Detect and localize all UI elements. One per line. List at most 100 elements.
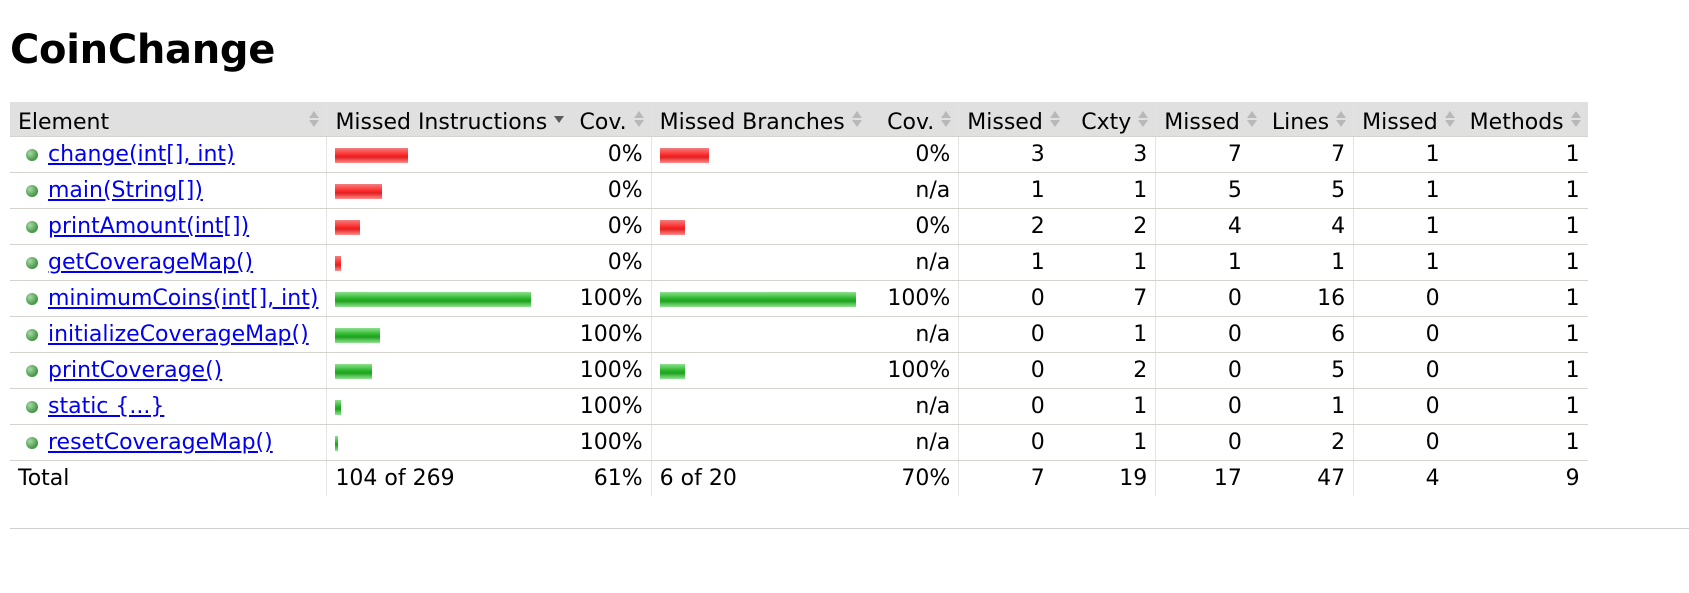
covered-instructions-bar bbox=[335, 291, 532, 307]
missed-methods: 0 bbox=[1353, 424, 1462, 461]
sort-icon bbox=[1137, 110, 1149, 128]
missed-instructions-bar bbox=[335, 183, 383, 199]
branches-coverage: 0% bbox=[868, 208, 959, 245]
instructions-coverage: 0% bbox=[571, 244, 652, 281]
missed-lines: 0 bbox=[1155, 388, 1264, 425]
coverage-table: Element Missed Instructions Cov. Missed … bbox=[10, 102, 1588, 496]
cxty: 1 bbox=[1066, 424, 1156, 461]
instructions-coverage: 0% bbox=[571, 208, 652, 245]
column-header-element[interactable]: Element bbox=[10, 102, 327, 137]
method-link[interactable]: static {...} bbox=[48, 394, 165, 419]
sort-icon bbox=[1246, 110, 1258, 128]
column-header-missed-methods[interactable]: Missed bbox=[1353, 102, 1462, 137]
column-header-missed-instructions[interactable]: Missed Instructions bbox=[326, 102, 572, 137]
cxty: 1 bbox=[1066, 244, 1156, 281]
branches-coverage: n/a bbox=[868, 388, 959, 425]
column-header-lines[interactable]: Lines bbox=[1263, 102, 1354, 137]
column-header-cxty[interactable]: Cxty bbox=[1066, 102, 1156, 137]
missed-methods: 1 bbox=[1353, 208, 1462, 245]
sort-icon bbox=[1049, 110, 1061, 128]
column-header-label: Missed bbox=[1164, 110, 1240, 135]
branches-coverage: 100% bbox=[868, 352, 959, 389]
methods: 1 bbox=[1461, 316, 1588, 353]
table-row: static {...} 100% n/a 0 1 0 1 0 1 bbox=[10, 388, 1588, 425]
lines: 7 bbox=[1263, 136, 1354, 173]
missed-lines: 1 bbox=[1155, 244, 1264, 281]
missed-methods: 1 bbox=[1353, 172, 1462, 209]
cxty: 2 bbox=[1066, 352, 1156, 389]
method-link[interactable]: printAmount(int[]) bbox=[48, 214, 250, 239]
column-header-missed-lines[interactable]: Missed bbox=[1155, 102, 1264, 137]
lines: 5 bbox=[1263, 352, 1354, 389]
total-row: Total 104 of 269 61% 6 of 20 70% 7 19 17… bbox=[10, 460, 1588, 496]
branches-coverage: 100% bbox=[868, 280, 959, 317]
covered-instructions-bar bbox=[335, 363, 373, 379]
column-header-cov-branches[interactable]: Cov. bbox=[868, 102, 959, 137]
lines: 2 bbox=[1263, 424, 1354, 461]
lines: 16 bbox=[1263, 280, 1354, 317]
missed-branches-bar-cell bbox=[650, 136, 869, 173]
covered-branches-bar bbox=[659, 291, 856, 307]
method-link[interactable]: main(String[]) bbox=[48, 178, 203, 203]
total-cxty: 19 bbox=[1119, 466, 1148, 491]
method-link[interactable]: minimumCoins(int[], int) bbox=[48, 286, 319, 311]
missed-branches-bar-cell bbox=[650, 352, 869, 389]
header-row: Element Missed Instructions Cov. Missed … bbox=[10, 102, 1588, 137]
instructions-coverage: 100% bbox=[571, 316, 652, 353]
missed-lines: 0 bbox=[1155, 280, 1264, 317]
missed-instructions-bar-cell bbox=[326, 172, 572, 209]
missed-instructions-bar bbox=[335, 255, 342, 271]
element-cell: printCoverage() bbox=[10, 352, 327, 389]
method-link[interactable]: resetCoverageMap() bbox=[48, 430, 273, 455]
lines: 6 bbox=[1263, 316, 1354, 353]
missed-lines: 0 bbox=[1155, 424, 1264, 461]
method-link[interactable]: initializeCoverageMap() bbox=[48, 322, 309, 347]
column-header-cov-instructions[interactable]: Cov. bbox=[571, 102, 652, 137]
cxty: 1 bbox=[1066, 316, 1156, 353]
table-row: initializeCoverageMap() 100% n/a 0 1 0 6 0 1 bbox=[10, 316, 1588, 353]
cxty: 7 bbox=[1066, 280, 1156, 317]
method-link[interactable]: printCoverage() bbox=[48, 358, 223, 383]
missed-instructions-bar-cell bbox=[326, 280, 572, 317]
sort-icon bbox=[1570, 110, 1582, 128]
table-row: change(int[], int) 0% 0% 3 3 7 7 1 1 bbox=[10, 136, 1588, 173]
table-body: change(int[], int) 0% 0% 3 3 7 7 1 1 main(String[… bbox=[10, 136, 1588, 461]
lines: 1 bbox=[1263, 388, 1354, 425]
element-cell: resetCoverageMap() bbox=[10, 424, 327, 461]
methods: 1 bbox=[1461, 424, 1588, 461]
instructions-coverage: 100% bbox=[571, 352, 652, 389]
missed-lines: 0 bbox=[1155, 316, 1264, 353]
method-icon bbox=[26, 292, 38, 305]
covered-instructions-bar bbox=[335, 327, 381, 343]
missed-cxty: 0 bbox=[958, 316, 1067, 353]
page-title: CoinChange bbox=[10, 27, 276, 73]
column-header-missed-cxty[interactable]: Missed bbox=[958, 102, 1067, 137]
lines: 5 bbox=[1263, 172, 1354, 209]
column-header-methods[interactable]: Methods bbox=[1461, 102, 1588, 137]
method-link[interactable]: getCoverageMap() bbox=[48, 250, 254, 275]
missed-cxty: 1 bbox=[958, 172, 1067, 209]
missed-instructions-bar bbox=[335, 147, 409, 163]
method-link[interactable]: change(int[], int) bbox=[48, 142, 235, 167]
missed-instructions-bar-cell bbox=[326, 136, 572, 173]
methods: 1 bbox=[1461, 136, 1588, 173]
sort-descending-icon bbox=[553, 110, 565, 128]
footer-divider bbox=[10, 528, 1689, 529]
cxty: 1 bbox=[1066, 172, 1156, 209]
element-cell: change(int[], int) bbox=[10, 136, 327, 173]
missed-lines: 0 bbox=[1155, 352, 1264, 389]
column-header-missed-branches[interactable]: Missed Branches bbox=[650, 102, 869, 137]
column-header-label: Cov. bbox=[579, 110, 627, 135]
missed-branches-bar-cell bbox=[650, 316, 869, 353]
missed-lines: 7 bbox=[1155, 136, 1264, 173]
element-cell: main(String[]) bbox=[10, 172, 327, 209]
column-header-label: Missed bbox=[1362, 110, 1438, 135]
methods: 1 bbox=[1461, 352, 1588, 389]
methods: 1 bbox=[1461, 388, 1588, 425]
methods: 1 bbox=[1461, 208, 1588, 245]
branches-coverage: n/a bbox=[868, 172, 959, 209]
missed-methods: 0 bbox=[1353, 280, 1462, 317]
branches-coverage: n/a bbox=[868, 424, 959, 461]
instructions-coverage: 0% bbox=[571, 136, 652, 173]
method-icon bbox=[26, 184, 38, 197]
